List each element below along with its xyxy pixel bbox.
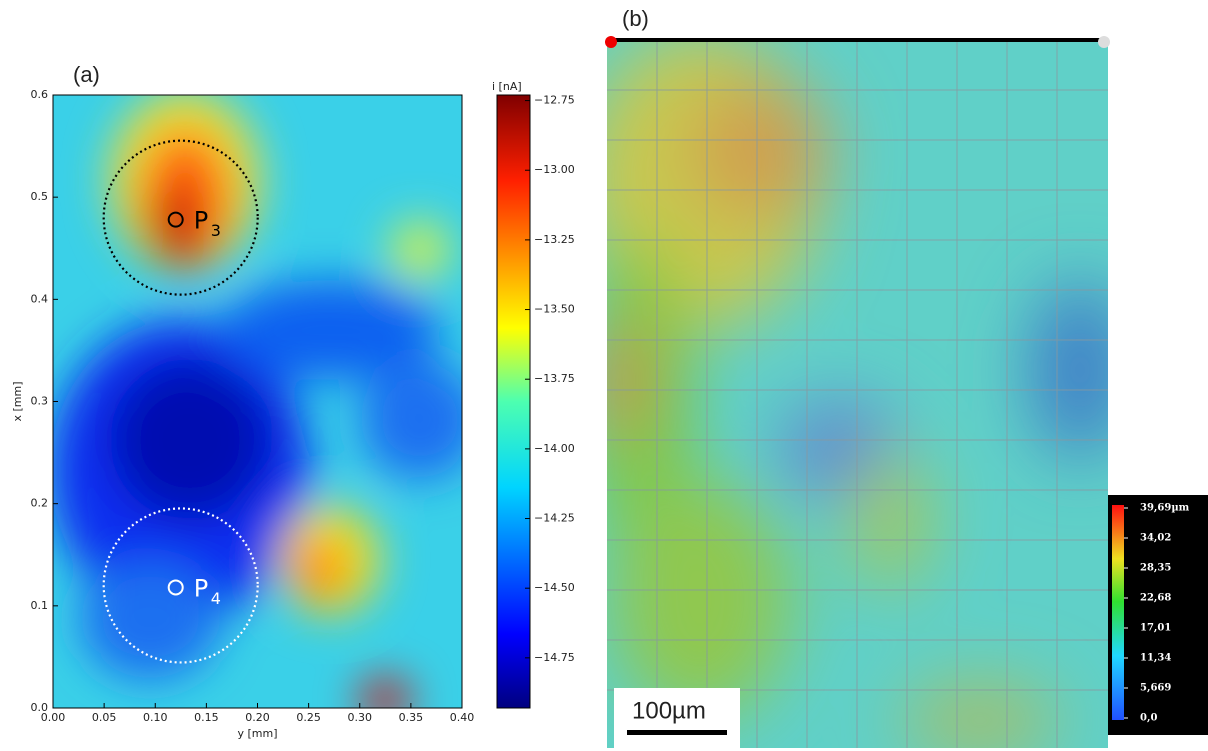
colorbar-tick-label: 39,69µm <box>1140 503 1190 514</box>
x-tick-label: 0.05 <box>92 711 117 724</box>
y-tick-label: 0.5 <box>31 190 49 203</box>
annotation-subscript: 4 <box>211 589 221 608</box>
point-marker <box>167 579 184 596</box>
y-tick-label: 0.4 <box>31 292 49 305</box>
panel-label: (b) <box>622 6 649 31</box>
y-tick-label: 0.3 <box>31 395 49 408</box>
y-tick-label: 0.0 <box>31 701 49 714</box>
y-tick-label: 0.1 <box>31 599 49 612</box>
scale-bar-box <box>614 688 740 748</box>
colorbar-tick-label: −14.00 <box>534 442 575 455</box>
scale-bar <box>627 730 727 735</box>
x-axis-label: y [mm] <box>237 727 277 740</box>
annotation-label: P <box>194 574 208 602</box>
colorbar-tick-label: −14.50 <box>534 581 575 594</box>
x-tick-label: 0.00 <box>41 711 66 724</box>
annotation-label: P <box>194 207 208 235</box>
colorbar-tick-label: −13.25 <box>534 233 575 246</box>
x-tick-label: 0.20 <box>245 711 270 724</box>
x-tick-label: 0.40 <box>450 711 475 724</box>
image-top-border <box>607 38 1108 42</box>
x-tick-label: 0.25 <box>296 711 321 724</box>
colorbar <box>1112 505 1124 720</box>
colorbar-tick-label: 17,01 <box>1140 623 1171 634</box>
y-tick-label: 0.6 <box>31 88 49 101</box>
point-marker <box>167 211 184 228</box>
colorbar-tick-label: 0,0 <box>1140 713 1157 724</box>
region-circle <box>102 507 259 664</box>
corner-marker <box>605 36 617 48</box>
colorbar-tick-label: 5,669 <box>1140 683 1171 694</box>
annotation-subscript: 3 <box>211 221 221 240</box>
x-tick-label: 0.15 <box>194 711 219 724</box>
heatmap-image <box>53 95 462 708</box>
topography-image <box>607 40 1108 748</box>
scale-bar-label: 100µm <box>632 697 706 724</box>
y-axis-label: x [mm] <box>11 381 24 421</box>
colorbar-tick-label: −14.25 <box>534 512 575 525</box>
colorbar-tick-label: 28,35 <box>1140 563 1171 574</box>
colorbar-background <box>1108 495 1208 735</box>
y-tick-label: 0.2 <box>31 497 49 510</box>
colorbar-tick-label: −14.75 <box>534 651 575 664</box>
colorbar-tick-label: −13.50 <box>534 303 575 316</box>
x-tick-label: 0.35 <box>399 711 424 724</box>
x-tick-label: 0.30 <box>348 711 373 724</box>
colorbar-label: i [nA] <box>492 80 522 93</box>
colorbar-tick-label: 11,34 <box>1140 653 1171 664</box>
colorbar-tick-label: −12.75 <box>534 94 575 107</box>
colorbar-tick-label: −13.75 <box>534 372 575 385</box>
colorbar-tick-label: −13.00 <box>534 163 575 176</box>
panel-label: (a) <box>73 62 100 87</box>
corner-marker <box>1098 36 1110 48</box>
colorbar-tick-label: 22,68 <box>1140 593 1171 604</box>
colorbar-tick-label: 34,02 <box>1140 533 1171 544</box>
colorbar <box>496 94 531 709</box>
x-tick-label: 0.10 <box>143 711 168 724</box>
region-circle <box>102 139 259 296</box>
